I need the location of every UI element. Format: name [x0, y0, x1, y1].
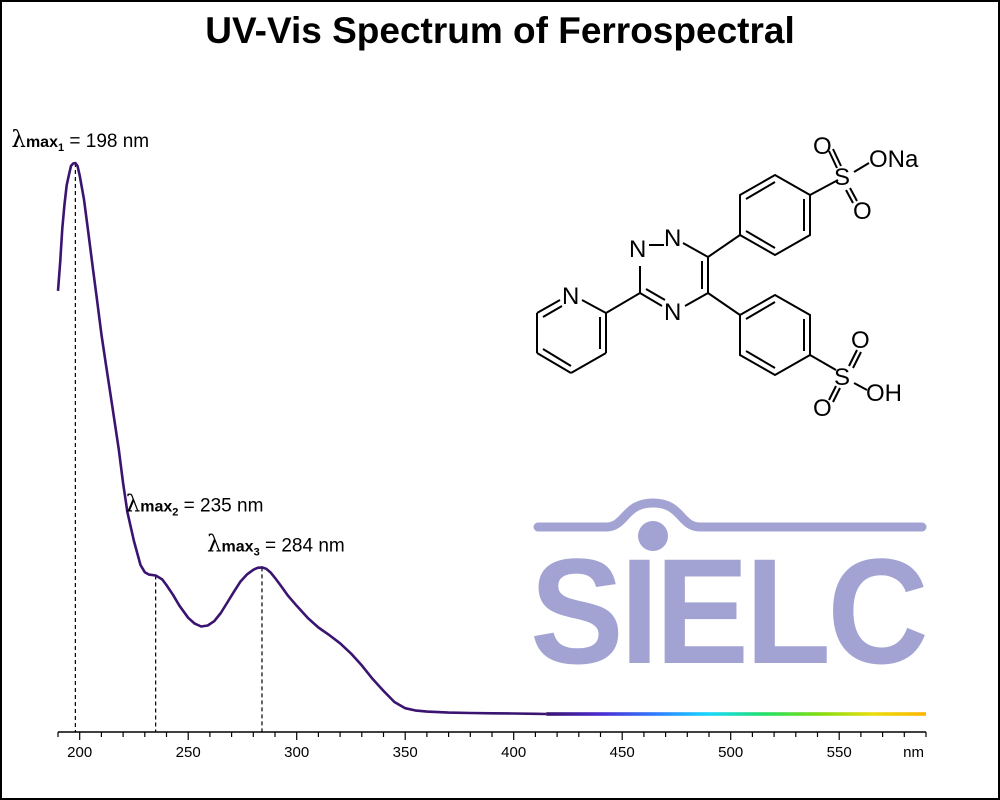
bond	[852, 351, 862, 369]
x-tick-label: 250	[176, 744, 201, 761]
x-tick-label: 550	[827, 744, 852, 761]
peak-label: λmax1 = 198 nm	[11, 127, 149, 154]
bond	[542, 305, 563, 318]
atom-label-n: N	[562, 283, 579, 310]
atom-label-n: N	[664, 299, 681, 326]
x-tick-label: 450	[610, 744, 635, 761]
atom-label-oh: OH	[866, 380, 902, 407]
bond	[848, 349, 858, 367]
atom-label-o: O	[813, 133, 832, 160]
visible-spectrum-bar	[546, 712, 926, 716]
lower-benzene-ring	[739, 293, 811, 377]
x-unit-label: nm	[903, 744, 924, 761]
bond	[682, 242, 709, 258]
atom-label-o: O	[851, 327, 870, 354]
spectrum-series-line	[56, 161, 547, 716]
bond	[707, 234, 741, 258]
bond	[809, 179, 839, 196]
bond	[570, 352, 607, 374]
atom-label-s: S	[834, 164, 850, 191]
logo-dot	[638, 521, 668, 551]
bond	[645, 288, 666, 301]
bond	[536, 299, 561, 314]
logo-arch	[533, 498, 927, 532]
upper-benzene-ring	[739, 173, 811, 257]
sielc-logo: SIELC	[530, 498, 930, 695]
bond	[832, 387, 841, 403]
bond	[536, 352, 572, 374]
bond	[639, 292, 663, 307]
lower-benzene-inner-bond	[745, 301, 776, 320]
x-axis: 200 250 300 350 400 450 500 550 nm	[57, 731, 927, 761]
x-tick-label: 500	[718, 744, 743, 761]
bond	[605, 292, 641, 314]
peak-label: λmax2 = 235 nm	[126, 492, 264, 519]
bond	[707, 292, 741, 316]
bond	[542, 348, 572, 367]
series-layer	[56, 161, 926, 716]
bond	[828, 150, 838, 169]
bond	[845, 189, 854, 204]
x-tick-label: 200	[67, 744, 92, 761]
atom-label-n: N	[664, 225, 681, 252]
upper-benzene-inner-bond	[745, 230, 776, 249]
peak-label: λmax3 = 284 nm	[207, 531, 345, 558]
bond	[832, 148, 842, 167]
logo-wordmark: SIELC	[530, 527, 926, 695]
bond	[853, 382, 868, 391]
bond	[809, 354, 837, 371]
x-tick-label: 300	[284, 744, 309, 761]
bond	[849, 187, 858, 202]
peak-annotations: λmax1 = 198 nm λmax2 = 235 nm λmax3 = 284 …	[11, 127, 344, 558]
atom-label-o: O	[853, 198, 872, 225]
bond	[828, 385, 837, 401]
chart-title: UV-Vis Spectrum of Ferrospectral	[205, 10, 795, 51]
atom-label-ona: ONa	[869, 146, 919, 173]
structure-labels: O S ONa O N N N N O S OH O	[562, 133, 919, 422]
peak-guides	[74, 163, 263, 732]
upper-benzene-inner-bond	[745, 181, 776, 200]
lower-benzene-inner-bond	[745, 350, 776, 369]
x-tick-label: 350	[393, 744, 418, 761]
atom-label-o: O	[813, 395, 832, 422]
atom-label-n: N	[629, 236, 646, 263]
bond	[581, 299, 607, 314]
bond	[853, 162, 870, 173]
bond	[684, 292, 709, 307]
chemical-structure	[536, 148, 870, 403]
x-tick-label: 400	[501, 744, 526, 761]
atom-label-s: S	[834, 364, 850, 391]
